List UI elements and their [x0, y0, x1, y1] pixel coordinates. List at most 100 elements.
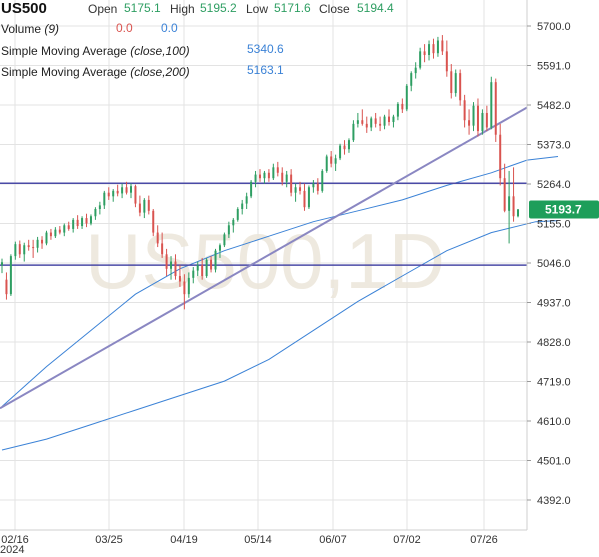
sma100-line [1, 220, 559, 451]
candle-body [481, 112, 484, 132]
candle-body [259, 174, 261, 179]
candle-body [183, 281, 186, 295]
candle-body [254, 174, 257, 182]
candle-body [196, 265, 199, 271]
candle-body [285, 174, 288, 182]
candle-body [401, 103, 404, 110]
candle-body [441, 40, 444, 52]
candle-body [41, 239, 44, 244]
candle-body [54, 229, 57, 237]
candle-body [245, 196, 248, 204]
candle-body [321, 170, 324, 191]
candle-body [454, 73, 457, 94]
candle-body [361, 120, 364, 124]
candle-body [432, 44, 435, 54]
low-label: Low [246, 2, 269, 16]
candle-body [63, 225, 66, 233]
candle-body [1, 262, 3, 266]
candle-body [218, 245, 221, 251]
x-tick-label: 07/02 [393, 534, 421, 546]
close-value: 5194.4 [357, 1, 394, 15]
candle-body [352, 123, 355, 141]
candle-body [512, 196, 515, 217]
candle-body [138, 203, 141, 213]
candle-body [121, 187, 124, 194]
candle-body [23, 245, 26, 255]
candle-body [165, 254, 168, 269]
candle-body [18, 244, 21, 255]
candles [1, 35, 519, 310]
x-tick-label: 05/14 [244, 534, 272, 546]
candle-body [508, 196, 511, 211]
y-tick-label: 4828.0 [537, 337, 571, 349]
candle-body [490, 82, 493, 128]
candle-body [365, 123, 368, 128]
price-tag-box [529, 200, 599, 219]
volume-param: (9) [44, 22, 60, 36]
candle-body [227, 225, 230, 235]
volume-indicator[interactable]: Volume (9) [1, 22, 59, 36]
candle-body [130, 186, 132, 193]
candle-body [89, 216, 92, 224]
candle-body [476, 105, 479, 132]
y-tick-label: 4501.0 [537, 456, 571, 468]
volume-value-2: 0.0 [161, 21, 178, 35]
candle-body [192, 270, 195, 278]
low-value: 5171.6 [274, 1, 311, 15]
candle-body [388, 116, 390, 123]
candle-body [419, 51, 422, 68]
candle-body [85, 218, 88, 224]
candle-body [45, 232, 48, 244]
candle-body [307, 187, 310, 208]
high-value: 5195.2 [200, 1, 237, 15]
candle-body [334, 158, 337, 164]
sma100-param: (close,100) [130, 44, 190, 58]
candle-body [32, 247, 35, 249]
candle-body [205, 259, 208, 277]
y-tick-label: 5046.0 [537, 258, 571, 270]
y-tick-label: 4610.0 [537, 416, 571, 428]
candle-body [36, 239, 39, 248]
y-tick-label: 4392.0 [537, 495, 571, 507]
candle-body [445, 51, 448, 72]
candle-body [410, 73, 413, 86]
y-tick-label: 5264.0 [537, 179, 571, 191]
trendline-segment [0, 106, 528, 410]
candle-body [428, 44, 431, 55]
candle-body [272, 167, 275, 179]
candle-body [294, 187, 297, 193]
horizontal-lines [0, 182, 527, 266]
candle-body [27, 245, 30, 248]
candle-body [152, 210, 155, 233]
candle-body [325, 156, 328, 171]
candle-body [210, 259, 213, 270]
candle-body [241, 203, 244, 210]
open-value: 5175.1 [124, 1, 161, 15]
candle-body [156, 232, 159, 244]
candle-body [339, 145, 342, 159]
y-tick-label: 5700.0 [537, 21, 571, 33]
candle-body [330, 156, 333, 164]
candle-body [343, 145, 346, 150]
candle-body [232, 219, 235, 226]
price-tag-label: 5193.7 [545, 202, 582, 216]
y-tick-label: 4719.0 [537, 377, 571, 389]
candle-body [459, 73, 462, 101]
candle-body [58, 229, 61, 233]
candle-body [267, 172, 270, 179]
candle-body [223, 234, 226, 246]
sma200-param: (close,200) [130, 65, 190, 79]
candle-body [67, 225, 70, 229]
x-tick-label: 03/25 [95, 534, 123, 546]
sma200-indicator[interactable]: Simple Moving Average (close,200) [1, 65, 190, 79]
sma200-label: Simple Moving Average [1, 65, 127, 79]
candle-body [116, 190, 119, 194]
sma100-indicator[interactable]: Simple Moving Average (close,100) [1, 44, 190, 58]
symbol-title: US500 [1, 0, 47, 17]
candle-body [472, 105, 475, 126]
candle-body [436, 40, 439, 54]
x-tick-label: 06/07 [319, 534, 347, 546]
candle-body [174, 261, 177, 277]
x-tick-label: 07/26 [470, 534, 498, 546]
